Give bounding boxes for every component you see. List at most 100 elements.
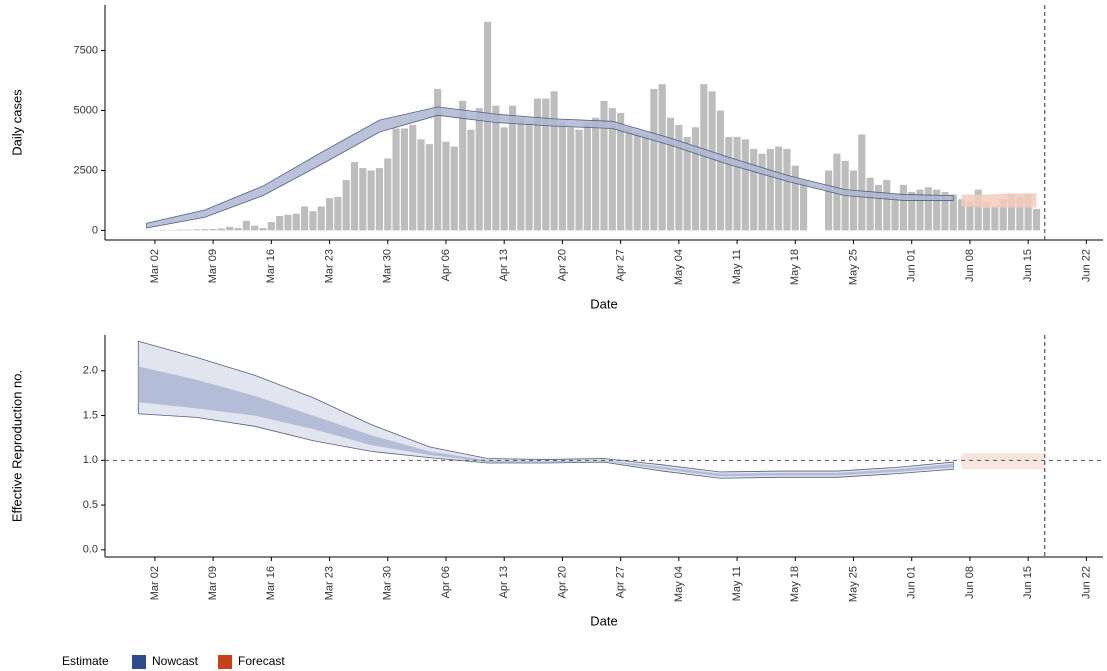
x-tick-label: May 25 — [847, 249, 859, 285]
bar — [483, 21, 492, 231]
x-tick-label: Jun 22 — [1080, 566, 1092, 599]
bar — [658, 84, 666, 231]
x-tick-label: Jun 01 — [906, 249, 918, 282]
bar — [716, 110, 725, 231]
bar — [949, 194, 957, 231]
bar — [517, 117, 525, 231]
bar — [891, 194, 899, 231]
x-tick-label: Mar 02 — [149, 249, 161, 283]
bar — [425, 144, 433, 231]
bar — [933, 189, 941, 231]
bar — [858, 134, 866, 231]
bar — [741, 139, 749, 231]
bar — [525, 122, 533, 231]
ribbon — [961, 193, 1037, 208]
bar — [325, 198, 334, 231]
y-axis-label: Daily cases — [9, 89, 24, 156]
x-tick-label: Mar 09 — [207, 566, 219, 600]
bar — [791, 165, 799, 231]
legend-title: Estimate — [62, 654, 109, 668]
bar — [750, 148, 758, 231]
bar — [201, 229, 209, 231]
x-tick-label: Mar 23 — [323, 249, 335, 283]
bar — [184, 229, 192, 231]
bar — [417, 139, 425, 231]
bar — [683, 136, 691, 231]
bar — [434, 88, 442, 231]
bar — [317, 206, 325, 231]
bar — [234, 228, 242, 231]
x-tick-label: May 11 — [731, 566, 743, 601]
bar — [375, 168, 384, 231]
x-tick-label: Mar 23 — [323, 566, 335, 600]
bar — [625, 127, 633, 231]
bar — [899, 184, 907, 231]
bar — [558, 122, 566, 231]
x-tick-label: Apr 13 — [498, 249, 510, 281]
x-tick-label: Apr 06 — [440, 566, 452, 598]
y-axis-label: Effective Reproduction no. — [9, 370, 24, 522]
bar — [583, 122, 591, 231]
bar — [916, 189, 924, 231]
y-tick-label: 0 — [92, 224, 98, 236]
bar — [824, 170, 833, 231]
bar — [1007, 194, 1016, 231]
x-axis-label: Date — [590, 613, 617, 628]
x-tick-label: May 25 — [847, 566, 859, 602]
bar — [392, 128, 400, 231]
bar — [941, 192, 949, 231]
bar — [384, 158, 392, 231]
x-tick-label: Apr 20 — [556, 566, 568, 598]
bar — [617, 112, 625, 231]
bar — [292, 213, 300, 231]
bar — [999, 199, 1007, 231]
legend-swatch — [132, 655, 146, 669]
y-tick-label: 0.0 — [83, 544, 98, 556]
bar — [766, 148, 774, 231]
x-tick-label: Mar 16 — [265, 566, 277, 600]
bar — [492, 105, 500, 231]
bar — [251, 225, 259, 231]
bar — [192, 229, 201, 231]
bar — [924, 187, 932, 231]
bar — [650, 88, 658, 231]
bar — [733, 136, 741, 231]
y-tick-label: 1.0 — [83, 454, 98, 466]
x-tick-label: Mar 02 — [149, 566, 161, 600]
bar — [267, 222, 275, 231]
bar — [866, 177, 874, 231]
bar — [691, 127, 700, 231]
bar — [666, 117, 675, 231]
bar — [242, 220, 250, 231]
bar — [567, 127, 575, 231]
bar — [350, 162, 359, 231]
bar — [600, 100, 608, 231]
x-axis-label: Date — [590, 296, 617, 311]
bar — [459, 100, 467, 231]
ribbon — [961, 453, 1045, 470]
bar — [367, 170, 375, 231]
x-tick-label: Mar 30 — [382, 249, 394, 283]
x-tick-label: Apr 13 — [498, 566, 510, 598]
bar — [542, 98, 550, 231]
ribbon — [137, 340, 954, 479]
bar — [783, 148, 791, 231]
bar — [708, 91, 716, 231]
ribbon — [146, 106, 954, 229]
x-tick-label: May 18 — [789, 249, 801, 285]
x-tick-label: May 04 — [673, 249, 685, 285]
bar — [209, 228, 217, 231]
bar — [1032, 208, 1041, 231]
x-tick-label: Mar 30 — [382, 566, 394, 600]
bar — [500, 127, 508, 231]
bar — [974, 189, 982, 231]
bar — [849, 170, 858, 231]
y-tick-label: 0.5 — [83, 499, 98, 511]
bar — [508, 105, 517, 231]
x-tick-label: May 04 — [673, 566, 685, 602]
x-tick-label: Mar 09 — [207, 249, 219, 283]
bar — [400, 128, 408, 231]
bar — [342, 180, 350, 231]
legend-label: Forecast — [238, 654, 285, 668]
